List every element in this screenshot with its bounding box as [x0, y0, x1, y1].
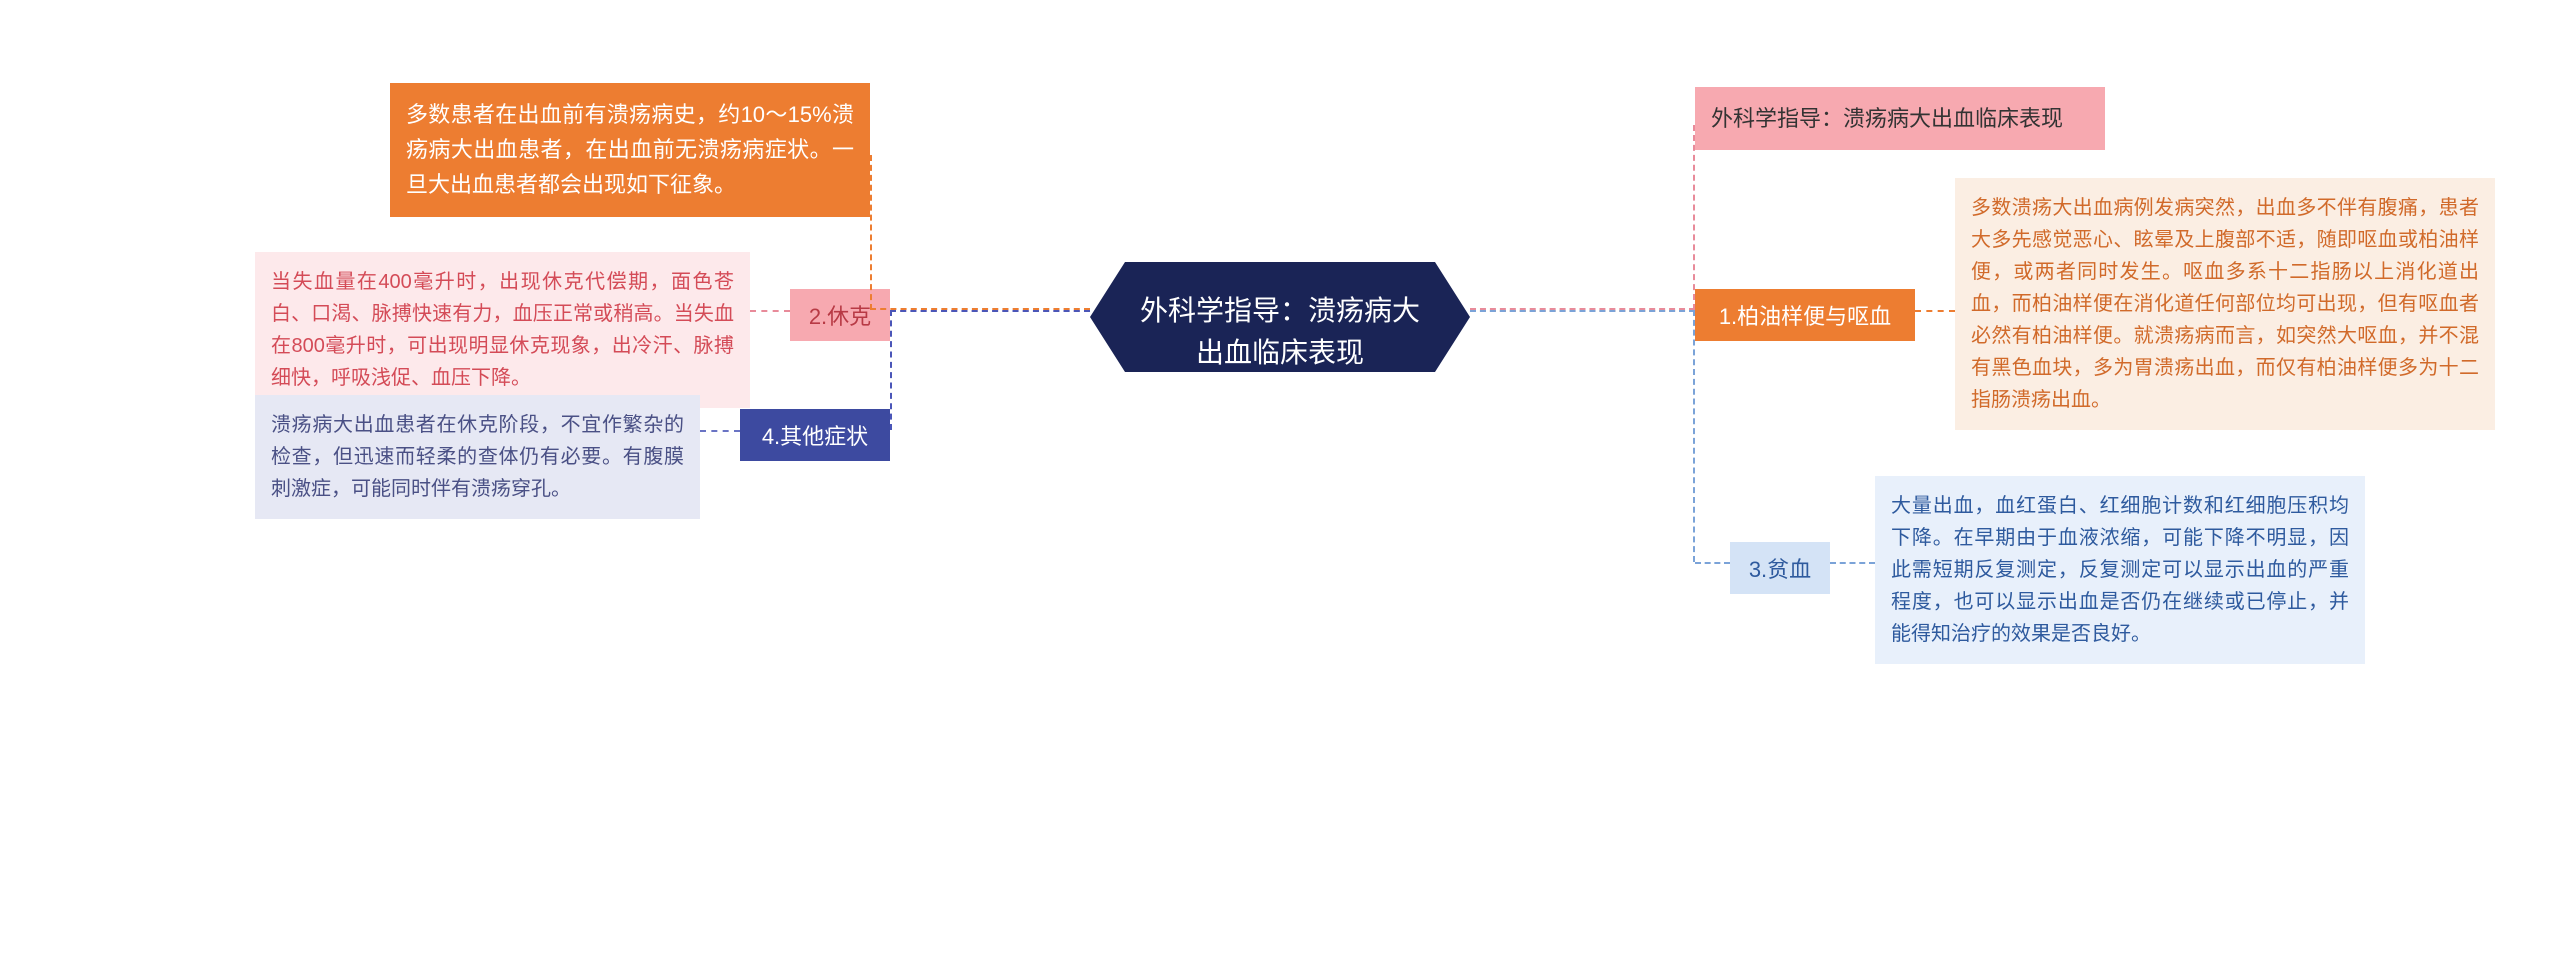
connector-line [890, 310, 1090, 430]
branch-4-desc-text: 溃疡病大出血患者在休克阶段，不宜作繁杂的检查，但迅速而轻柔的查体仍有必要。有腹膜… [271, 414, 684, 500]
branch-1-desc: 多数溃疡大出血病例发病突然，出血多不伴有腹痛，患者大多先感觉恶心、眩晕及上腹部不… [1955, 178, 2495, 430]
connector-line [750, 310, 790, 312]
center-node: 外科学指导：溃疡病大出血临床表现 [1090, 262, 1470, 402]
branch-2-label: 2.休克 [809, 304, 871, 329]
branch-1-tarry-stool: 1.柏油样便与呕血 [1695, 289, 1915, 341]
connector-line [1470, 310, 1695, 562]
branch-3-anemia: 3.贫血 [1730, 542, 1830, 594]
title-right-text: 外科学指导：溃疡病大出血临床表现 [1711, 106, 2063, 131]
branch-3-desc: 大量出血，血红蛋白、红细胞计数和红细胞压积均下降。在早期由于血液浓缩，可能下降不… [1875, 476, 2365, 664]
branch-2-desc-text: 当失血量在400毫升时，出现休克代偿期，面色苍白、口渴、脉搏快速有力，血压正常或… [271, 271, 734, 389]
connector-line [1695, 562, 1730, 564]
center-text: 外科学指导：溃疡病大出血临床表现 [1140, 295, 1420, 368]
branch-4-other: 4.其他症状 [740, 409, 890, 461]
branch-3-desc-text: 大量出血，血红蛋白、红细胞计数和红细胞压积均下降。在早期由于血液浓缩，可能下降不… [1891, 495, 2349, 645]
connector-line [1915, 310, 1955, 312]
branch-4-desc: 溃疡病大出血患者在休克阶段，不宜作繁杂的检查，但迅速而轻柔的查体仍有必要。有腹膜… [255, 395, 700, 519]
branch-3-label: 3.贫血 [1749, 557, 1811, 582]
branch-1-label: 1.柏油样便与呕血 [1719, 304, 1891, 329]
intro-text: 多数患者在出血前有溃疡病史，约10～15%溃疡病大出血患者，在出血前无溃疡病症状… [406, 102, 854, 197]
connector-line [1470, 125, 1695, 310]
branch-4-label: 4.其他症状 [762, 424, 868, 449]
intro-box: 多数患者在出血前有溃疡病史，约10～15%溃疡病大出血患者，在出血前无溃疡病症状… [390, 83, 870, 217]
branch-1-desc-text: 多数溃疡大出血病例发病突然，出血多不伴有腹痛，患者大多先感觉恶心、眩晕及上腹部不… [1971, 197, 2479, 411]
connector-line [870, 155, 1090, 310]
connector-line [700, 430, 740, 432]
branch-2-desc: 当失血量在400毫升时，出现休克代偿期，面色苍白、口渴、脉搏快速有力，血压正常或… [255, 252, 750, 408]
title-right-box: 外科学指导：溃疡病大出血临床表现 [1695, 87, 2105, 150]
connector-line [1830, 562, 1875, 564]
